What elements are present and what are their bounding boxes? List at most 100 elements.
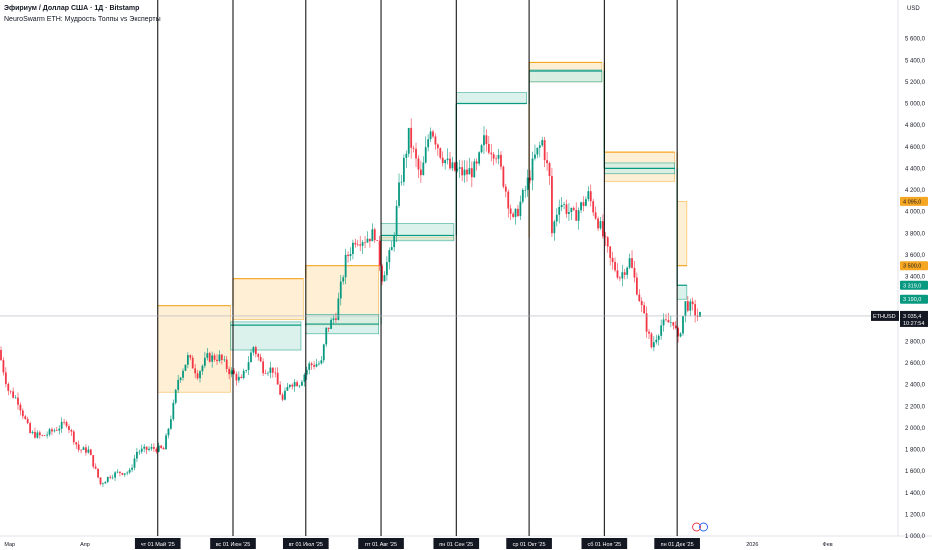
candle: [225, 356, 228, 373]
candle: [669, 315, 672, 328]
candle: [463, 160, 466, 183]
candle: [677, 326, 680, 343]
candle-body: [458, 167, 461, 169]
candle-body: [126, 472, 129, 474]
month-label-text: 2026: [746, 542, 758, 548]
candle-body: [449, 158, 451, 169]
event-marker-icon: [699, 522, 709, 532]
candle-body: [395, 205, 398, 236]
candle-body: [97, 468, 99, 478]
candle: [507, 189, 510, 218]
candle: [63, 418, 66, 425]
candle-body: [218, 354, 221, 362]
candle-body: [259, 356, 262, 362]
candle-body: [614, 261, 616, 271]
candle: [631, 250, 633, 269]
candle: [534, 144, 536, 161]
candle-body: [87, 449, 90, 453]
candle: [436, 143, 439, 156]
candle-body: [672, 322, 675, 326]
candle: [262, 358, 265, 376]
month-tick-label: вс 01 Июн '25: [210, 538, 256, 549]
candle-body: [638, 294, 641, 302]
candle: [398, 173, 400, 209]
y-tick-label: 3 800,0: [905, 231, 926, 237]
y-tick-label: 5 600,0: [905, 37, 926, 43]
candle-body: [167, 428, 170, 436]
candle: [371, 223, 374, 242]
candle-body: [153, 447, 155, 449]
candle-body: [504, 186, 507, 192]
candle-body: [618, 277, 621, 279]
candle: [0, 346, 2, 361]
candle-body: [136, 451, 138, 459]
candle: [521, 188, 524, 204]
candle-body: [148, 448, 150, 450]
candle: [652, 336, 655, 352]
candle: [517, 204, 519, 218]
candle-body: [131, 467, 133, 470]
candle: [55, 426, 58, 432]
candle: [395, 200, 398, 242]
candle: [468, 157, 471, 175]
candle-body: [650, 333, 653, 348]
candle-body: [9, 390, 12, 392]
candle-body: [344, 254, 347, 278]
candle-body: [616, 270, 619, 278]
candle: [235, 371, 238, 386]
candle-body: [318, 363, 320, 365]
candle: [288, 384, 291, 389]
candle-body: [286, 386, 289, 391]
candle-body: [466, 169, 468, 175]
candle-body: [521, 189, 524, 202]
candle-body: [461, 167, 464, 176]
candle: [412, 145, 415, 153]
candle-body: [679, 333, 682, 337]
candle: [276, 367, 279, 385]
candle: [218, 350, 221, 363]
candle: [335, 312, 337, 323]
candle-body: [483, 135, 485, 146]
candle-body: [24, 416, 27, 419]
candle-body: [257, 354, 260, 357]
candle: [626, 266, 629, 279]
candle-body: [109, 476, 112, 478]
candle: [155, 447, 158, 454]
candle-body: [652, 342, 655, 348]
candle-body: [220, 354, 223, 360]
candle-body: [337, 298, 340, 320]
candle: [599, 217, 602, 230]
candle: [303, 372, 306, 387]
candle: [446, 148, 449, 165]
candle-body: [242, 370, 245, 379]
candle-body: [536, 147, 539, 155]
candle-body: [29, 423, 32, 433]
month-label-badge: [581, 538, 628, 549]
candle: [233, 368, 235, 375]
candle: [150, 443, 153, 451]
candle: [82, 446, 85, 451]
candle-body: [322, 344, 325, 361]
candle-body: [284, 390, 286, 400]
candle: [109, 475, 112, 480]
expert-price-value: 3 319,0: [903, 283, 921, 289]
candle-body: [288, 384, 291, 387]
candle-body: [473, 161, 476, 178]
candle: [393, 232, 396, 252]
month-label-badge: [506, 538, 552, 549]
candle-body: [429, 131, 432, 140]
candle: [352, 239, 354, 260]
candle-body: [674, 325, 677, 329]
candle-body: [17, 397, 19, 405]
symbol-badge: [871, 310, 899, 321]
candle-body: [684, 301, 687, 317]
month-label-text: пт 01 Авг '25: [365, 542, 397, 548]
candle: [228, 366, 231, 380]
candle: [186, 352, 189, 369]
candle: [286, 382, 289, 391]
candle-body: [660, 325, 663, 336]
candle: [662, 313, 665, 332]
candle-body: [223, 359, 226, 361]
